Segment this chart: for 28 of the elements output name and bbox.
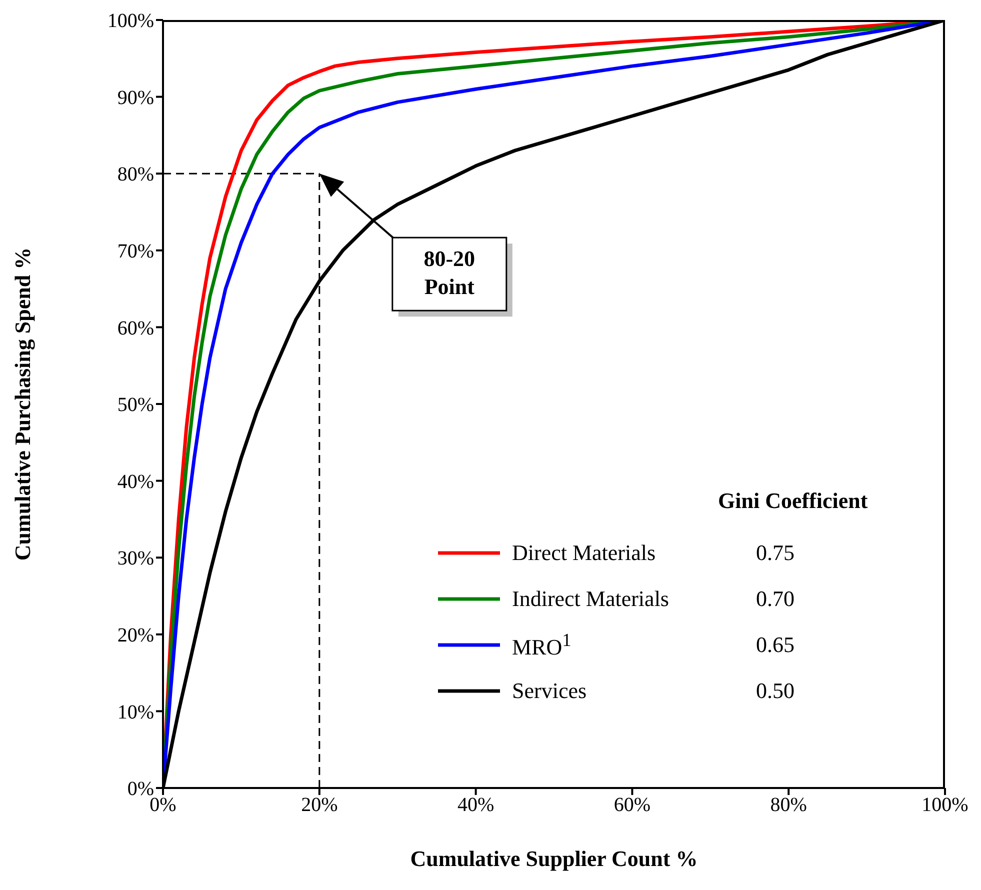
x-tick-label: 60% bbox=[614, 794, 651, 816]
y-tick-label: 70% bbox=[117, 240, 154, 262]
y-tick-label: 20% bbox=[117, 624, 154, 646]
y-axis-title: Cumulative Purchasing Spend % bbox=[10, 247, 35, 561]
legend-label: Direct Materials bbox=[512, 540, 657, 566]
x-tick-label: 100% bbox=[922, 794, 968, 816]
annotation: 80-20 Point bbox=[424, 246, 476, 300]
y-tick-label: 10% bbox=[117, 701, 154, 724]
y-tick-label: 40% bbox=[117, 470, 154, 493]
y-tick-label: 30% bbox=[117, 548, 154, 570]
annotation: 0.70 bbox=[756, 586, 794, 612]
legend-label: MRO$^{1}$ bbox=[512, 630, 572, 660]
annotation: 0.65 bbox=[756, 632, 794, 658]
y-tick-label: 80% bbox=[117, 164, 154, 186]
legend-label: Indirect Materials bbox=[512, 586, 670, 612]
annotation: 0.50 bbox=[756, 678, 794, 704]
y-tick-label: 60% bbox=[117, 317, 154, 340]
y-tick-label: 100% bbox=[107, 10, 154, 32]
annotation: 0.75 bbox=[756, 540, 794, 566]
legend-title: Gini Coefficient bbox=[718, 488, 868, 514]
legend-label: Services bbox=[512, 678, 588, 704]
x-tick-label: 40% bbox=[457, 794, 494, 816]
x-tick-label: 20% bbox=[301, 794, 338, 816]
x-axis-title: Cumulative Supplier Count % bbox=[410, 846, 698, 871]
y-tick-label: 90% bbox=[117, 86, 154, 109]
x-tick-label: 0% bbox=[150, 794, 176, 816]
y-tick-label: 50% bbox=[117, 394, 154, 416]
x-tick-label: 80% bbox=[770, 794, 807, 816]
